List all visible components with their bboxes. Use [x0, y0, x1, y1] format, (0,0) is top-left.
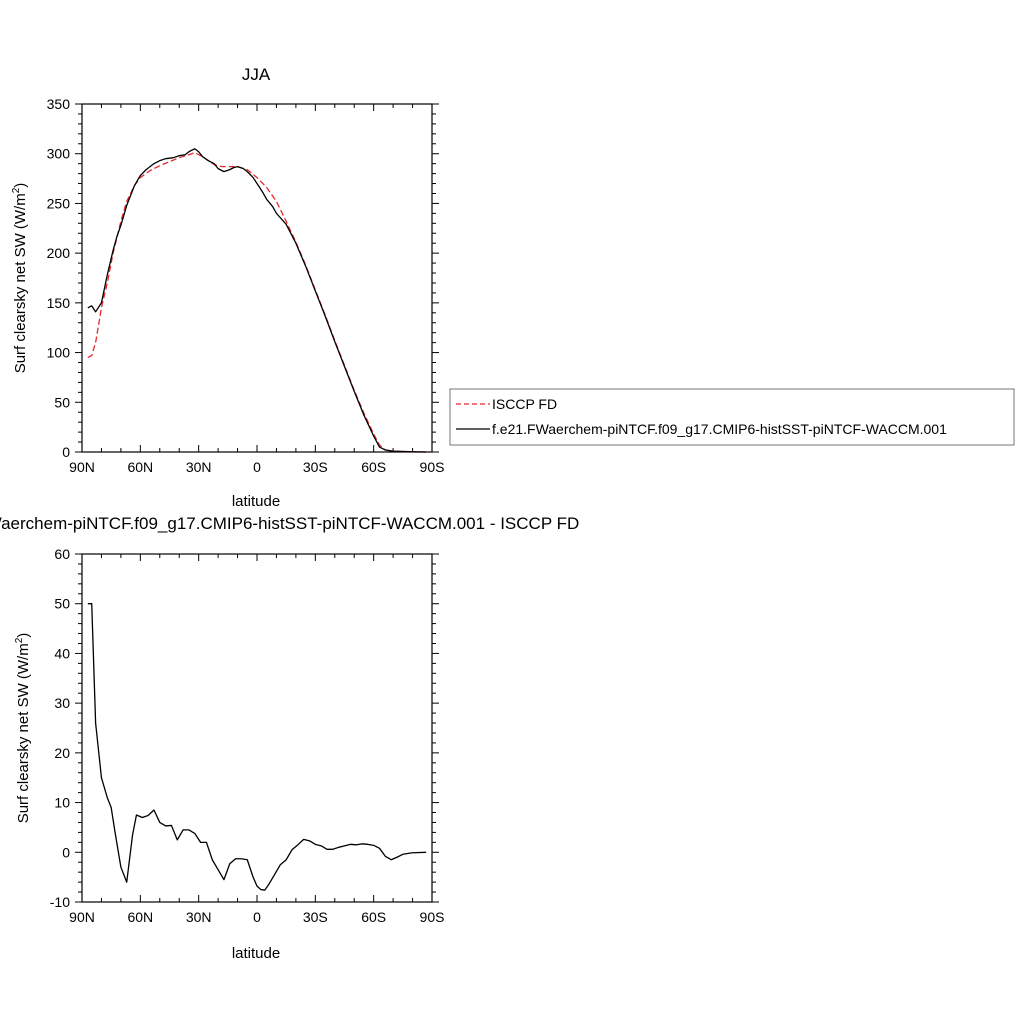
top-ytick-label: 150	[47, 295, 71, 311]
top-ylabel-sup: 2	[11, 187, 22, 193]
bottom-chart-xlabel: latitude	[232, 945, 280, 962]
bottom-xtick-label: 60N	[127, 909, 153, 925]
bottom-chart-title: f.e21.FWaerchem-piNTCF.f09_g17.CMIP6-his…	[0, 514, 579, 533]
bottom-chart-ylabel: Surf clearsky net SW (W/m2)	[14, 633, 32, 824]
top-xtick-label: 60S	[361, 459, 386, 475]
top-xtick-label: 30S	[303, 459, 328, 475]
bottom-ytick-label: 10	[54, 795, 70, 811]
top-chart-xlabel: latitude	[232, 493, 280, 510]
bottom-xtick-label: 90N	[69, 909, 95, 925]
top-chart: JJA 90N 60N 30N 0 30S 60S 90S 0 50 100 150 200 250 30…	[11, 65, 1015, 510]
bottom-ytick-label: 50	[54, 596, 70, 612]
bottom-series-line-0	[87, 603, 427, 891]
bottom-ylabel-main: Surf clearsky net SW (W/m	[15, 643, 32, 823]
bottom-ytick-label: 0	[62, 844, 70, 860]
top-chart-title: JJA	[242, 65, 271, 84]
legend-label-isccp: ISCCP FD	[492, 396, 557, 412]
top-ytick-label: 0	[62, 444, 70, 460]
top-plot-area: 90N 60N 30N 0 30S 60S 90S 0 50 100 150 200 250 300 350	[47, 96, 445, 475]
top-chart-ylabel: Surf clearsky net SW (W/m2)	[11, 183, 29, 374]
bottom-ylabel-sup: 2	[14, 637, 25, 643]
bottom-ylabel-tail: )	[15, 633, 32, 638]
top-xtick-label: 30N	[186, 459, 212, 475]
bottom-ytick-label: -10	[50, 894, 70, 910]
bottom-ytick-label: 40	[54, 645, 70, 661]
top-ytick-label: 250	[47, 195, 71, 211]
top-chart-legend: ISCCP FD f.e21.FWaerchem-piNTCF.f09_g17.…	[449, 388, 1015, 446]
bottom-plot-frame	[81, 553, 433, 903]
top-xtick-label: 90S	[420, 459, 445, 475]
bottom-plot-area: 90N 60N 30N 0 30S 60S 90S -10 0 10 20 30 40 50 60	[50, 546, 445, 925]
bottom-xtick-label: 60S	[361, 909, 386, 925]
top-xtick-label: 90N	[69, 459, 95, 475]
bottom-xtick-label: 30S	[303, 909, 328, 925]
bottom-xtick-label: 30N	[186, 909, 212, 925]
top-xtick-label: 0	[253, 459, 261, 475]
legend-label-model: f.e21.FWaerchem-piNTCF.f09_g17.CMIP6-his…	[492, 421, 947, 437]
top-ylabel-tail: )	[12, 183, 29, 188]
top-ytick-label: 300	[47, 146, 71, 162]
top-ytick-label: 200	[47, 245, 71, 261]
bottom-xtick-label: 90S	[420, 909, 445, 925]
bottom-ytick-label: 20	[54, 745, 70, 761]
bottom-xtick-label: 0	[253, 909, 261, 925]
top-series-line-0	[87, 152, 427, 453]
top-ytick-label: 50	[54, 394, 70, 410]
top-series-line-1	[87, 148, 427, 453]
bottom-ytick-label: 60	[54, 546, 70, 562]
top-xtick-label: 60N	[127, 459, 153, 475]
legend-box	[449, 388, 1015, 446]
top-ylabel-main: Surf clearsky net SW (W/m	[12, 193, 29, 373]
top-ytick-label: 100	[47, 345, 71, 361]
bottom-ytick-label: 30	[54, 695, 70, 711]
top-ytick-label: 350	[47, 96, 71, 112]
top-plot-frame	[81, 103, 433, 453]
bottom-chart: f.e21.FWaerchem-piNTCF.f09_g17.CMIP6-his…	[0, 514, 579, 962]
